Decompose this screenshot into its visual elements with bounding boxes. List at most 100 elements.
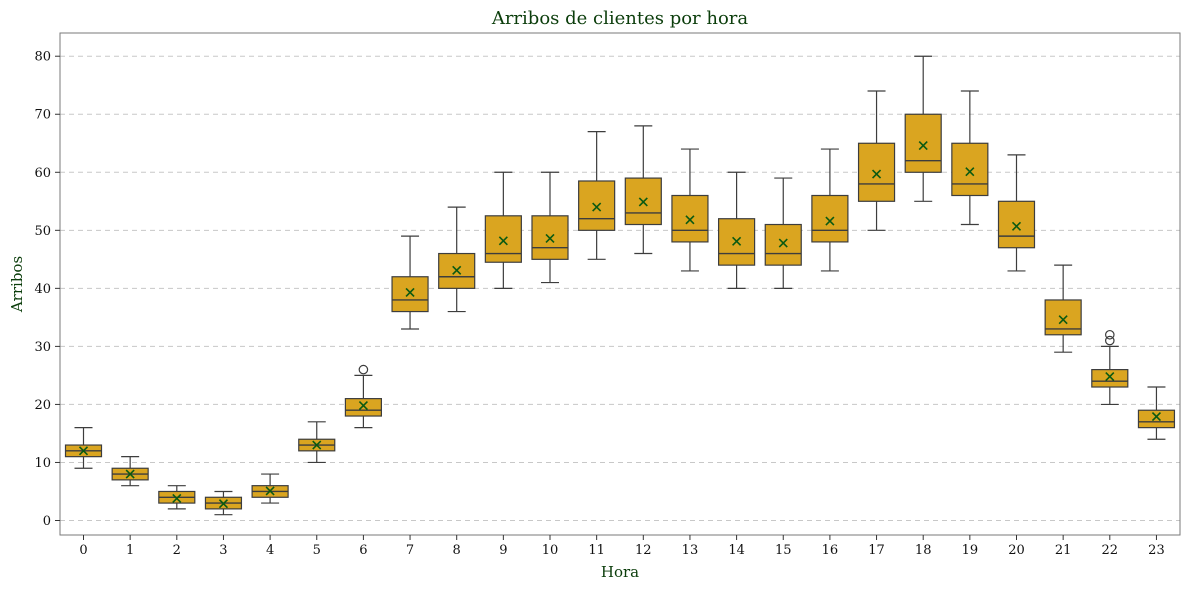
mean-marker-stroke xyxy=(125,469,135,479)
iqr-box xyxy=(1091,369,1129,388)
box-hour-20 xyxy=(997,154,1036,272)
x-tick-label: 12 xyxy=(635,543,652,558)
x-tick-label: 21 xyxy=(1055,543,1072,558)
y-tick-label: 20 xyxy=(34,398,51,413)
mean-marker xyxy=(1105,371,1115,382)
outlier-point xyxy=(358,364,369,375)
outlier-point xyxy=(1105,329,1115,340)
box-hour-22 xyxy=(1091,329,1129,406)
mean-marker-stroke xyxy=(1011,221,1022,231)
mean-marker xyxy=(732,236,742,246)
iqr-box xyxy=(764,223,802,266)
mean-marker xyxy=(78,446,89,456)
mean-marker xyxy=(592,202,602,212)
mean-marker-stroke xyxy=(918,141,928,151)
mean-marker xyxy=(452,265,462,275)
mean-marker xyxy=(918,141,928,151)
x-tick-label: 8 xyxy=(453,543,461,558)
mean-marker xyxy=(265,486,275,496)
iqr-box xyxy=(951,142,989,197)
mean-marker-stroke xyxy=(172,493,182,504)
mean-marker xyxy=(312,440,322,450)
mean-marker xyxy=(1058,315,1068,325)
chart-title: Arribos de clientes por hora xyxy=(491,8,749,29)
mean-marker-stroke xyxy=(965,167,975,177)
mean-marker xyxy=(545,233,555,244)
mean-marker-stroke xyxy=(358,401,368,411)
y-tick-label: 50 xyxy=(34,224,51,239)
box-hour-16 xyxy=(811,148,849,272)
box-hour-4 xyxy=(251,473,289,504)
iqr-box xyxy=(811,194,849,243)
x-tick-label: 1 xyxy=(126,543,134,558)
mean-marker-stroke xyxy=(452,265,462,275)
x-tick-label: 7 xyxy=(406,543,414,558)
y-axis-ticks: 0 10 20 30 40 50 60 70 80 xyxy=(34,50,60,529)
x-tick-label: 4 xyxy=(266,543,274,558)
y-tick-label: 40 xyxy=(34,282,51,297)
y-tick-label: 10 xyxy=(34,456,51,471)
mean-marker-stroke xyxy=(78,446,89,456)
iqr-box xyxy=(904,113,942,173)
box-hour-23 xyxy=(1137,386,1176,440)
y-axis-label: Arribos xyxy=(8,256,26,313)
y-tick-label: 80 xyxy=(34,50,51,65)
iqr-box xyxy=(578,180,616,231)
boxes xyxy=(64,55,1176,516)
outlier-point xyxy=(1105,335,1115,346)
mean-marker xyxy=(638,197,648,207)
mean-marker xyxy=(172,493,182,504)
box-hour-0 xyxy=(64,427,103,469)
iqr-box xyxy=(1137,409,1176,429)
box-hour-12 xyxy=(624,125,662,255)
iqr-box xyxy=(391,276,429,313)
iqr-box xyxy=(997,200,1036,249)
mean-marker-stroke xyxy=(825,216,835,226)
mean-marker xyxy=(498,236,508,246)
mean-marker-stroke xyxy=(1151,412,1162,422)
mean-marker xyxy=(1151,412,1162,422)
box-hour-14 xyxy=(717,171,756,289)
x-tick-label: 6 xyxy=(359,543,367,558)
y-tick-label: 60 xyxy=(34,166,51,181)
mean-marker-stroke xyxy=(778,238,788,248)
x-tick-label: 3 xyxy=(219,543,227,558)
mean-marker xyxy=(405,287,415,297)
mean-marker-stroke xyxy=(498,236,508,246)
box-hour-7 xyxy=(391,235,429,330)
x-tick-label: 20 xyxy=(1008,543,1025,558)
x-tick-label: 0 xyxy=(79,543,87,558)
plot-frame xyxy=(59,32,1181,536)
x-tick-label: 23 xyxy=(1148,543,1165,558)
y-tick-label: 70 xyxy=(34,108,51,123)
mean-marker xyxy=(778,238,788,248)
x-axis-label: Hora xyxy=(601,563,639,581)
x-tick-label: 9 xyxy=(499,543,507,558)
grid-lines xyxy=(60,55,1180,521)
x-tick-label: 14 xyxy=(728,543,745,558)
box-hour-9 xyxy=(484,171,522,289)
box-hour-13 xyxy=(671,148,709,272)
box-hour-19 xyxy=(951,90,989,226)
mean-marker-stroke xyxy=(405,287,415,297)
x-tick-label: 19 xyxy=(962,543,979,558)
x-tick-label: 13 xyxy=(682,543,699,558)
iqr-box xyxy=(344,398,382,417)
box-hour-5 xyxy=(298,421,336,464)
mean-marker xyxy=(825,216,835,226)
mean-marker-stroke xyxy=(545,233,555,244)
mean-marker-stroke xyxy=(312,440,322,450)
box-hour-15 xyxy=(764,177,802,289)
box-hour-1 xyxy=(111,456,149,487)
y-tick-label: 30 xyxy=(34,340,51,355)
x-tick-label: 10 xyxy=(542,543,559,558)
mean-marker-stroke xyxy=(592,202,602,212)
box-hour-2 xyxy=(158,485,196,510)
x-tick-label: 16 xyxy=(822,543,839,558)
box-hour-11 xyxy=(578,131,616,260)
box-hour-3 xyxy=(204,490,243,516)
box-hour-17 xyxy=(857,90,896,231)
iqr-box xyxy=(671,194,709,243)
